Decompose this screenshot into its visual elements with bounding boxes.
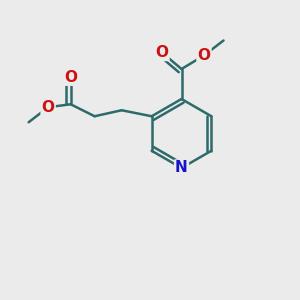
Text: N: N bbox=[175, 160, 188, 175]
Text: O: O bbox=[42, 100, 55, 115]
Text: O: O bbox=[197, 48, 211, 63]
Text: O: O bbox=[64, 70, 77, 85]
Text: O: O bbox=[155, 45, 169, 60]
